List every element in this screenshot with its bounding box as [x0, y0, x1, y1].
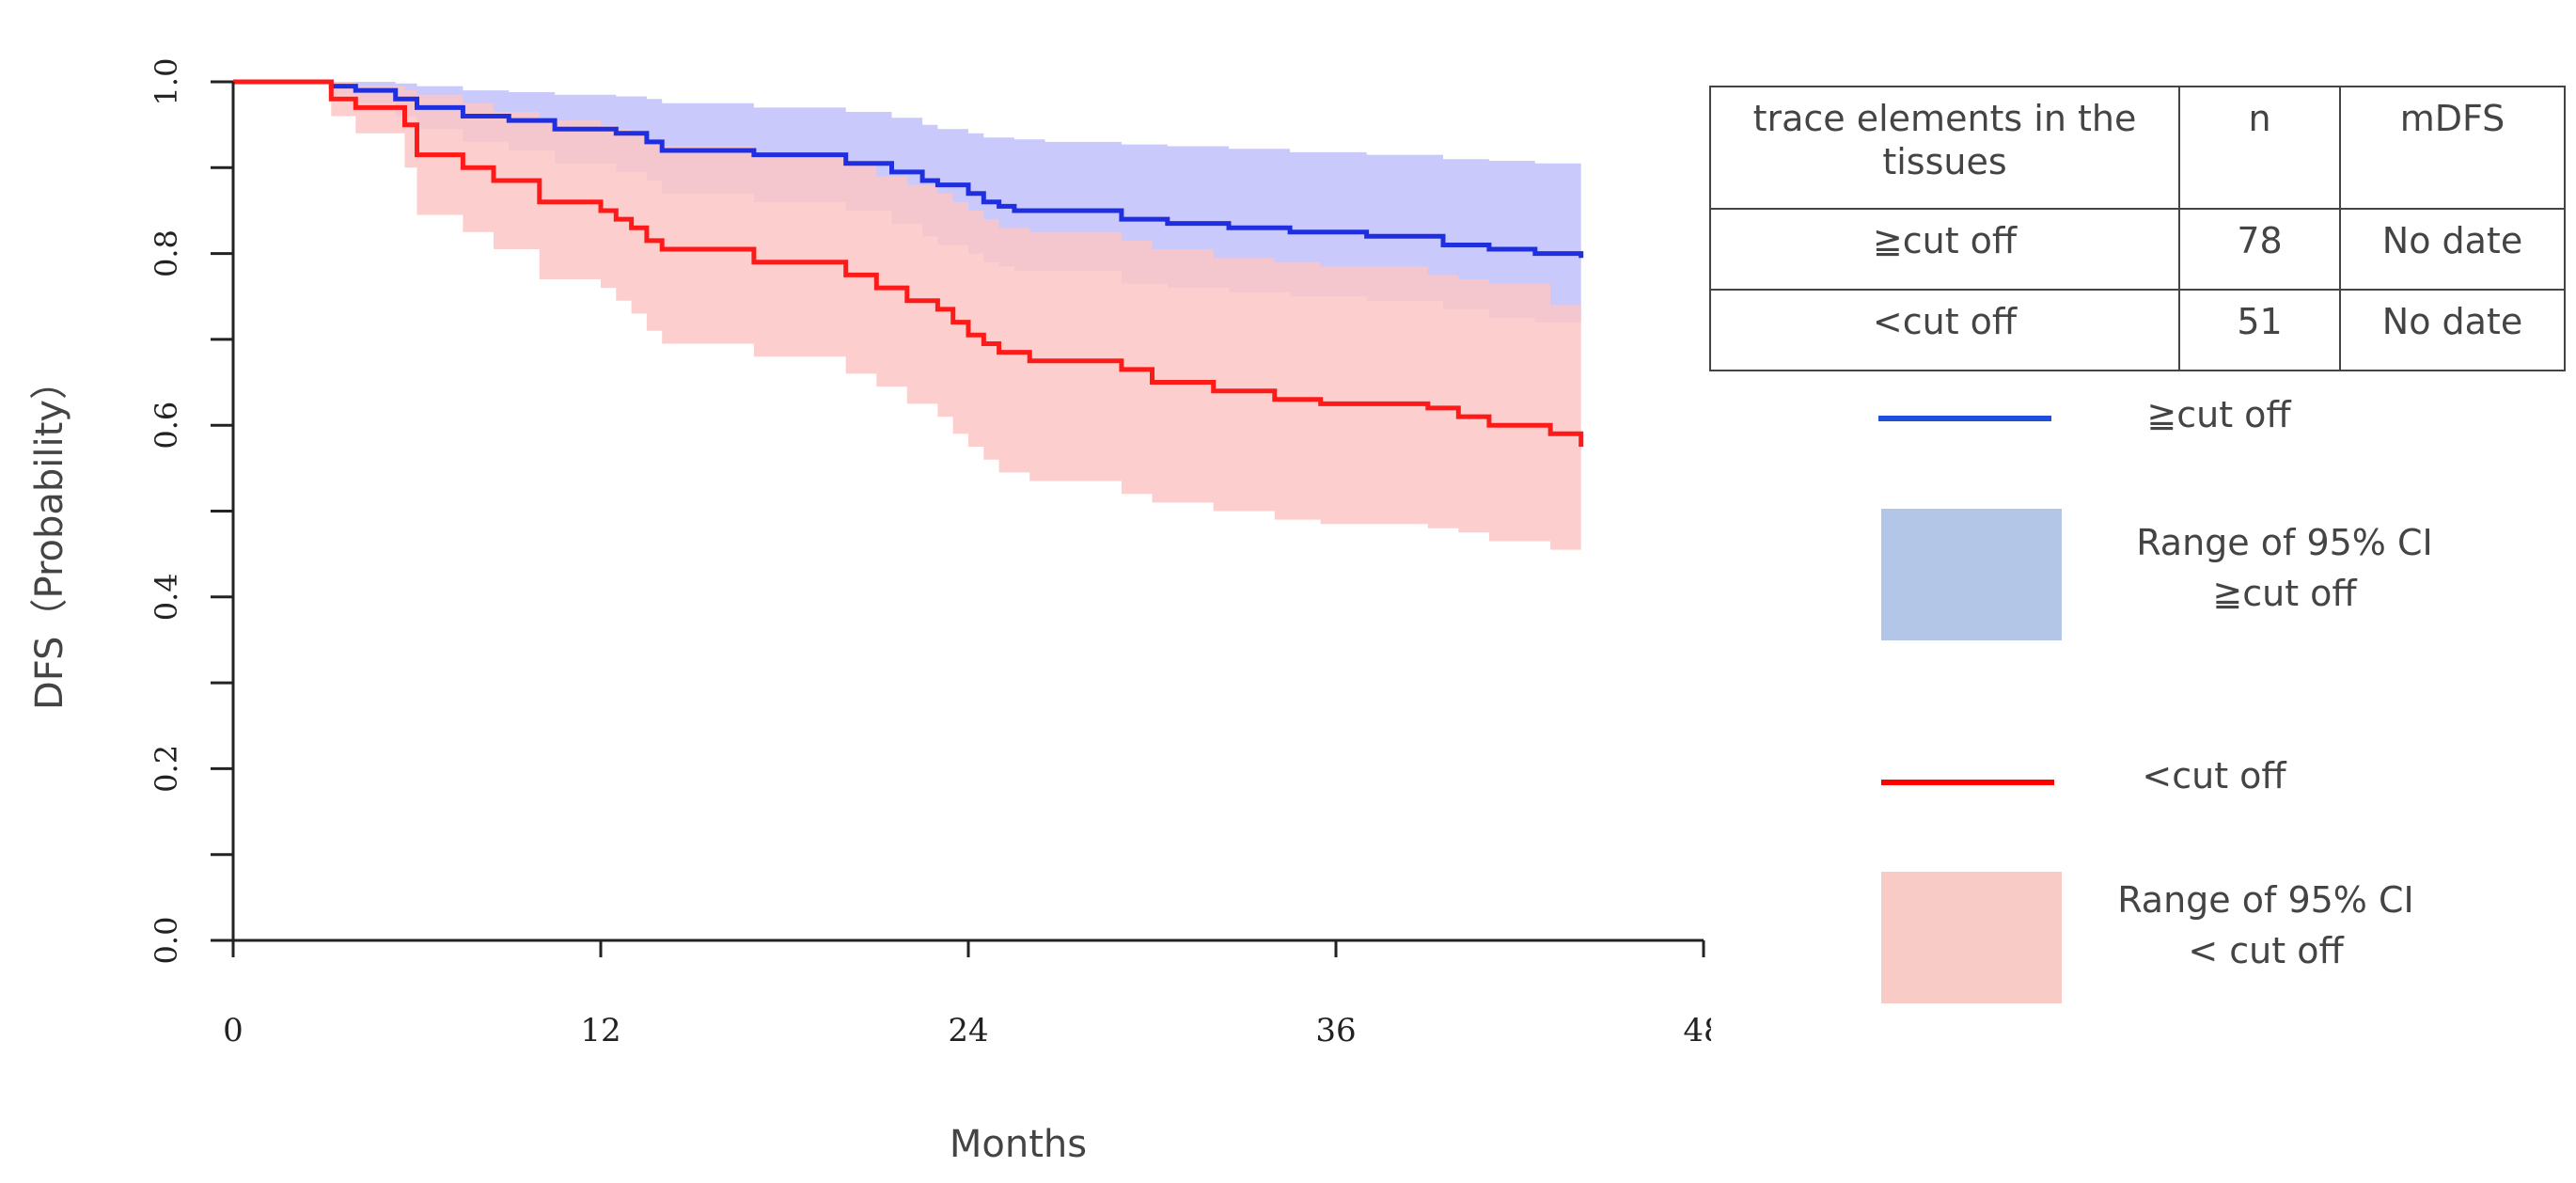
y-tick-label: 0.6 — [149, 402, 184, 450]
table-cell: 78 — [2178, 208, 2341, 291]
table-cell: No date — [2339, 208, 2566, 291]
legend-low-ci-label: Range of 95% CI < cut off — [2078, 875, 2454, 976]
header-group: trace elements in the tissues — [1709, 86, 2180, 210]
legend-high-ci-line2: ≧cut off — [2212, 573, 2357, 614]
y-tick-label: 0.8 — [149, 229, 184, 277]
summary-table: trace elements in the tissues n mDFS ≧cu… — [1709, 86, 2566, 371]
legend-low-line — [1881, 780, 2054, 785]
survival-curves — [233, 79, 1584, 447]
y-tick-label: 1.0 — [149, 58, 184, 106]
table-row: <cut off 51 No date — [1709, 289, 2566, 371]
legend-low-line-label: <cut off — [2142, 755, 2286, 797]
x-tick-label: 48 — [1683, 1012, 1711, 1049]
x-tick-label: 36 — [1315, 1012, 1356, 1049]
x-axis-title: Months — [950, 1123, 1087, 1166]
axes: 0.0 0.2 0.4 0.6 0.8 1.0 0 12 24 36 48 — [149, 58, 1711, 1049]
legend-high-ci-line1: Range of 95% CI — [2136, 522, 2433, 563]
y-tick-label: 0.2 — [149, 745, 184, 793]
legend-high-line-label: ≧cut off — [2146, 394, 2291, 435]
x-tick-label: 12 — [580, 1012, 620, 1049]
y-axis-title: DFS（Probability） — [28, 362, 71, 710]
table-header-row: trace elements in the tissues n mDFS — [1709, 86, 2566, 210]
table-row: ≧cut off 78 No date — [1709, 208, 2566, 291]
legend-low-ci-swatch — [1881, 872, 2062, 1003]
header-mdfs: mDFS — [2339, 86, 2566, 210]
header-n: n — [2178, 86, 2341, 210]
table-cell: No date — [2339, 289, 2566, 371]
legend-low-ci-line2: < cut off — [2188, 930, 2344, 971]
legend-low-ci-line1: Range of 95% CI — [2117, 879, 2414, 921]
table-cell: 51 — [2178, 289, 2341, 371]
y-tick-label: 0.0 — [149, 917, 184, 965]
survival-line-high — [233, 79, 1584, 259]
y-tick-label: 0.4 — [149, 573, 184, 621]
table-cell: <cut off — [1709, 289, 2180, 371]
x-tick-label: 24 — [948, 1012, 988, 1049]
legend-high-ci-swatch — [1881, 509, 2062, 640]
legend-high-ci-label: Range of 95% CI ≧cut off — [2097, 517, 2473, 619]
legend-high-line — [1878, 416, 2051, 421]
table-cell: ≧cut off — [1709, 208, 2180, 291]
survival-chart: 0.0 0.2 0.4 0.6 0.8 1.0 0 12 24 36 48 Months DFS（P… — [28, 58, 1711, 1166]
x-tick-label: 0 — [223, 1012, 243, 1049]
survival-line-low — [233, 79, 1584, 447]
